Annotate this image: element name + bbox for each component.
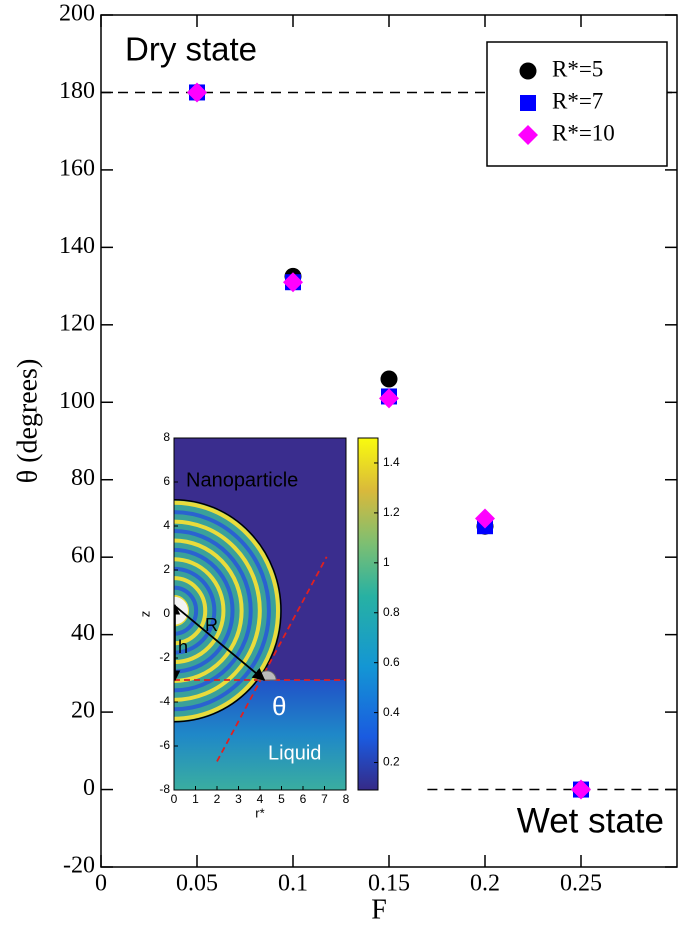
inset-y-tick-label: -2 xyxy=(159,650,170,664)
inset-annotation: Liquid xyxy=(268,742,321,764)
x-tick-label: 0.1 xyxy=(278,871,308,897)
annotation: Dry state xyxy=(125,31,257,68)
legend-label: R*=5 xyxy=(552,56,603,81)
inset-y-tick-label: 6 xyxy=(163,474,170,488)
inset-y-tick-label: 4 xyxy=(163,518,170,532)
nanoparticle-edge xyxy=(174,498,282,723)
annotation: Wet state xyxy=(517,801,664,840)
inset-y-tick-label: 8 xyxy=(163,430,170,444)
density-ring xyxy=(174,538,244,683)
inset-x-tick-label: 6 xyxy=(300,792,307,806)
colorbar xyxy=(357,437,379,791)
y-tick-label: 140 xyxy=(59,233,95,259)
inset-x-tick-label: 3 xyxy=(235,792,242,806)
inset-x-tick-label: 2 xyxy=(214,792,221,806)
inset-y-label: z xyxy=(137,611,152,618)
inset-x-label: r* xyxy=(255,805,264,820)
colorbar-tick-label: 1 xyxy=(383,555,390,569)
legend-box xyxy=(486,41,668,167)
inset-annotation: θ xyxy=(272,691,286,721)
y-tick-label: 100 xyxy=(59,388,95,414)
inset-x-tick-label: 1 xyxy=(192,792,199,806)
inset-chart: 0 1 2 3 4 5 6 7 8-8-6-4-202468r*z0.20.40.60.811.… xyxy=(114,428,404,820)
density-ring xyxy=(174,576,208,646)
colorbar-tick-label: 0.4 xyxy=(383,705,400,719)
inset-x-tick-label: 4 xyxy=(257,792,264,806)
y-tick-label: -20 xyxy=(63,853,95,879)
density-ring xyxy=(174,547,235,674)
data-point xyxy=(379,388,399,409)
inset-y-tick-label: -8 xyxy=(159,782,170,796)
y-tick-label: 40 xyxy=(71,620,95,646)
y-axis-label: θ (degrees) xyxy=(12,359,43,484)
inset-y-tick-label: 2 xyxy=(163,562,170,576)
legend-label: R*=7 xyxy=(552,88,603,113)
colorbar-tick-label: 0.6 xyxy=(383,655,400,669)
density-ring xyxy=(174,510,271,712)
density-ring xyxy=(174,585,199,636)
y-tick-label: 120 xyxy=(59,310,95,336)
inset-x-tick-label: 0 xyxy=(171,792,178,806)
density-ring xyxy=(174,519,262,702)
x-tick-label: 0.25 xyxy=(560,871,602,897)
colorbar-tick-label: 0.2 xyxy=(383,755,400,769)
tangent-line xyxy=(216,556,328,762)
inset-annotation: R xyxy=(205,615,218,635)
radius-arrow xyxy=(174,604,266,681)
inset-x-tick-label: 8 xyxy=(343,792,350,806)
inset-y-tick-label: 0 xyxy=(163,606,170,620)
data-point xyxy=(380,370,398,388)
data-point xyxy=(571,779,591,800)
legend: R*=5 R*=7 R*=10 xyxy=(486,41,668,167)
legend-marker xyxy=(519,62,537,80)
colorbar-tick-label: 1.4 xyxy=(383,455,400,469)
legend-label: R*=10 xyxy=(552,120,615,145)
y-tick-label: 20 xyxy=(71,698,95,724)
y-tick-label: 60 xyxy=(71,543,95,569)
density-ring xyxy=(174,529,253,693)
density-ring xyxy=(174,557,226,665)
density-map xyxy=(174,438,346,790)
colorbar-tick-label: 0.8 xyxy=(383,605,400,619)
x-tick-label: 0.15 xyxy=(368,871,410,897)
inset-x-tick-label: 7 xyxy=(321,792,328,806)
y-tick-label: 0 xyxy=(83,775,95,801)
inset-annotation: Nanoparticle xyxy=(186,469,298,491)
data-point xyxy=(283,272,303,293)
inset-y-tick-label: -6 xyxy=(159,738,170,752)
legend-marker xyxy=(518,125,538,145)
inset-annotation: h xyxy=(178,637,188,657)
x-tick-label: 0.2 xyxy=(470,871,500,897)
y-tick-label: 160 xyxy=(59,155,95,181)
y-tick-label: 200 xyxy=(59,1,95,27)
inset-y-tick-label: -4 xyxy=(159,694,170,708)
x-tick-label: 0 xyxy=(95,871,107,897)
colorbar-tick-label: 1.2 xyxy=(383,505,400,519)
data-point xyxy=(187,82,207,103)
density-ring xyxy=(174,500,280,721)
y-tick-label: 80 xyxy=(71,465,95,491)
x-tick-label: 0.05 xyxy=(176,871,218,897)
y-tick-label: 180 xyxy=(59,78,95,104)
x-axis-label: F xyxy=(371,894,387,925)
inset-x-tick-label: 5 xyxy=(278,792,285,806)
data-point xyxy=(475,508,495,529)
legend-marker xyxy=(520,95,536,111)
